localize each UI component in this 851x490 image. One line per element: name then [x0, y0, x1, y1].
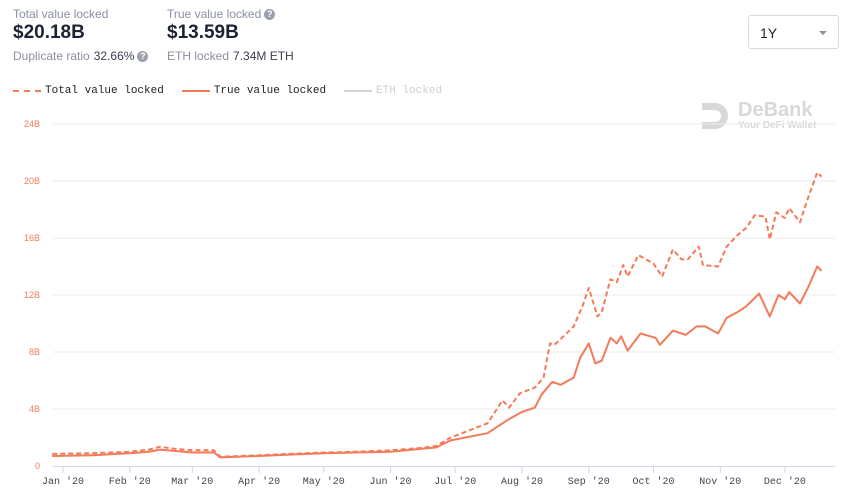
x-tick-label: Jan '20 — [42, 476, 84, 488]
duplicate-ratio-value: 32.66% — [93, 49, 135, 63]
duplicate-ratio: Duplicate ratio 32.66%? — [13, 49, 149, 63]
debank-logo: DeBank Your DeFi Wallet — [700, 100, 816, 131]
total-value-label: Total value locked — [13, 7, 109, 21]
true-value-locked-line — [52, 265, 823, 459]
help-icon[interactable]: ? — [264, 9, 276, 20]
x-tick-label: Oct '20 — [632, 476, 674, 488]
legend-eth-locked[interactable]: ETH locked — [344, 85, 442, 97]
total-value-stat: Total value locked $20.18B Duplicate rat… — [13, 7, 149, 63]
y-tick-label: 8B — [29, 347, 40, 357]
x-tick-label: Nov '20 — [699, 476, 741, 488]
true-value-stat: True value locked? $13.59B ETH locked 7.3… — [167, 7, 294, 63]
y-tick-label: 0 — [35, 461, 40, 471]
y-tick-label: 4B — [29, 404, 40, 414]
logo-name: DeBank — [738, 99, 813, 121]
y-tick-label: 24B — [24, 119, 40, 129]
duplicate-ratio-label: Duplicate ratio — [13, 49, 90, 63]
eth-locked-label: ETH locked — [167, 49, 230, 63]
chevron-down-icon — [819, 31, 827, 35]
x-tick-label: Jul '20 — [434, 476, 476, 488]
legend-total-value-locked[interactable]: Total value locked — [13, 85, 164, 97]
help-icon[interactable]: ? — [137, 51, 149, 62]
total-value-locked-line — [52, 171, 823, 458]
eth-locked-value: 7.34M ETH — [233, 49, 294, 63]
eth-locked: ETH locked 7.34M ETH — [167, 49, 294, 63]
x-tick-label: Sep '20 — [568, 476, 610, 488]
x-tick-label: Mar '20 — [171, 476, 213, 488]
true-value: $13.59B — [167, 22, 239, 43]
x-tick-label: Aug '20 — [501, 476, 543, 488]
total-value: $20.18B — [13, 22, 85, 43]
y-tick-label: 20B — [24, 176, 40, 186]
legend-label: Total value locked — [45, 85, 164, 97]
y-tick-label: 12B — [24, 290, 40, 300]
x-tick-label: Jun '20 — [370, 476, 412, 488]
dashed-line-swatch — [13, 90, 41, 92]
true-value-label: True value locked — [167, 7, 262, 21]
x-tick-label: May '20 — [303, 476, 345, 488]
legend-label: True value locked — [213, 85, 327, 97]
x-tick-label: Apr '20 — [238, 476, 280, 488]
legend-label: ETH locked — [376, 85, 443, 97]
debank-logo-icon — [702, 102, 728, 129]
range-select[interactable]: 1Y — [748, 15, 839, 49]
y-tick-label: 16B — [24, 233, 40, 243]
chart-legend: Total value locked True value locked ETH… — [13, 85, 442, 97]
solid-line-swatch — [181, 90, 210, 92]
x-tick-label: Feb '20 — [109, 476, 151, 488]
legend-true-value-locked[interactable]: True value locked — [181, 85, 327, 97]
solid-line-swatch — [344, 90, 373, 92]
logo-tagline: Your DeFi Wallet — [738, 120, 817, 131]
range-select-value: 1Y — [760, 25, 778, 41]
x-tick-label: Dec '20 — [764, 476, 806, 488]
